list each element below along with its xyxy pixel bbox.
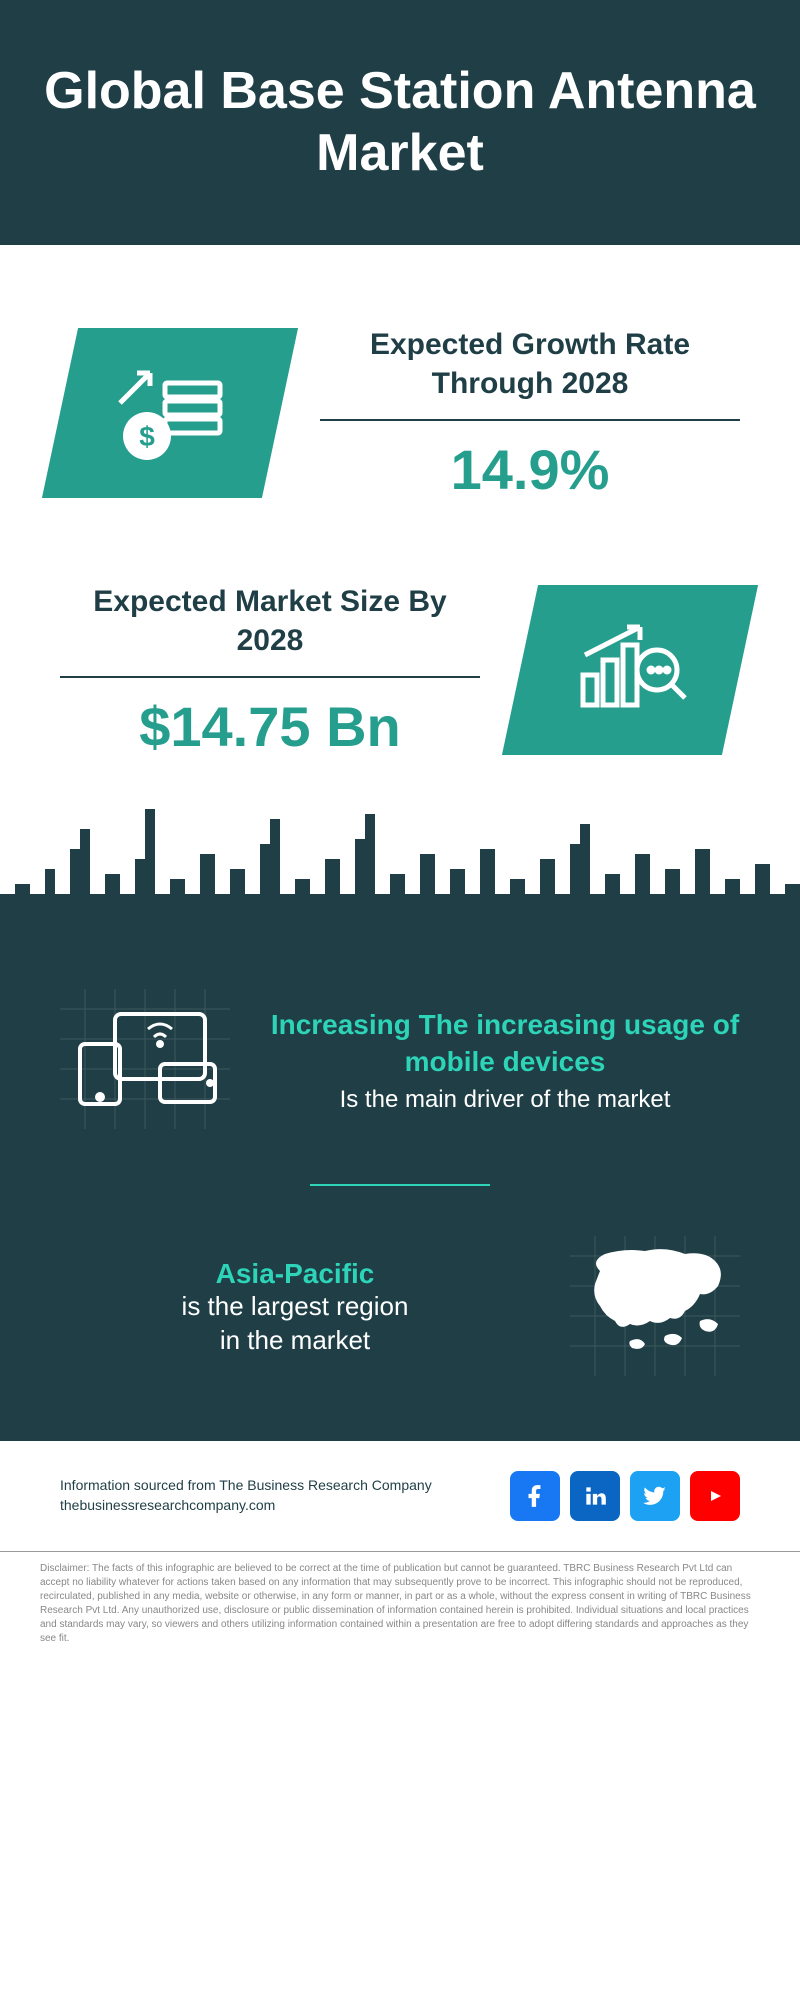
skyline-graphic: [0, 799, 800, 939]
stat-value: 14.9%: [320, 437, 740, 502]
header: Global Base Station Antenna Market: [0, 0, 800, 245]
twitter-icon[interactable]: [630, 1471, 680, 1521]
social-icons: [510, 1471, 740, 1521]
linkedin-icon[interactable]: [570, 1471, 620, 1521]
stat-label: Expected Growth Rate Through 2028: [320, 325, 740, 421]
dark-section: Increasing The increasing usage of mobil…: [0, 939, 800, 1441]
stat-text-block: Expected Growth Rate Through 2028 14.9%: [320, 325, 740, 502]
disclaimer: Disclaimer: The facts of this infographi…: [0, 1551, 800, 1676]
youtube-icon[interactable]: [690, 1471, 740, 1521]
stat-text-block: Expected Market Size By 2028 $14.75 Bn: [60, 582, 480, 759]
stat-value: $14.75 Bn: [60, 694, 480, 759]
money-growth-icon: $: [42, 328, 298, 498]
analytics-icon: [502, 585, 758, 755]
driver-highlight: Increasing The increasing usage of mobil…: [270, 1007, 740, 1080]
svg-text:$: $: [139, 421, 155, 452]
driver-text: Increasing The increasing usage of mobil…: [270, 1007, 740, 1115]
driver-row: Increasing The increasing usage of mobil…: [60, 989, 740, 1134]
footer-source: Information sourced from The Business Re…: [60, 1476, 432, 1515]
stat-market-size: Expected Market Size By 2028 $14.75 Bn: [0, 542, 800, 799]
region-sub-1: is the largest region: [60, 1290, 530, 1324]
source-line-2: thebusinessresearchcompany.com: [60, 1496, 432, 1516]
stat-growth-rate: $ Expected Growth Rate Through 2028 14.9…: [0, 285, 800, 542]
asia-map-icon: [570, 1236, 740, 1381]
region-text: Asia-Pacific is the largest region in th…: [60, 1258, 530, 1358]
region-sub-2: in the market: [60, 1324, 530, 1358]
divider: [310, 1184, 490, 1186]
source-line-1: Information sourced from The Business Re…: [60, 1476, 432, 1496]
spacer: [0, 245, 800, 285]
region-highlight: Asia-Pacific: [60, 1258, 530, 1290]
footer: Information sourced from The Business Re…: [0, 1441, 800, 1541]
driver-sub: Is the main driver of the market: [270, 1084, 740, 1115]
stat-label: Expected Market Size By 2028: [60, 582, 480, 678]
disclaimer-text: Disclaimer: The facts of this infographi…: [40, 1562, 760, 1646]
page-title: Global Base Station Antenna Market: [40, 60, 760, 185]
facebook-icon[interactable]: [510, 1471, 560, 1521]
region-row: Asia-Pacific is the largest region in th…: [60, 1236, 740, 1381]
devices-icon: [60, 989, 230, 1134]
